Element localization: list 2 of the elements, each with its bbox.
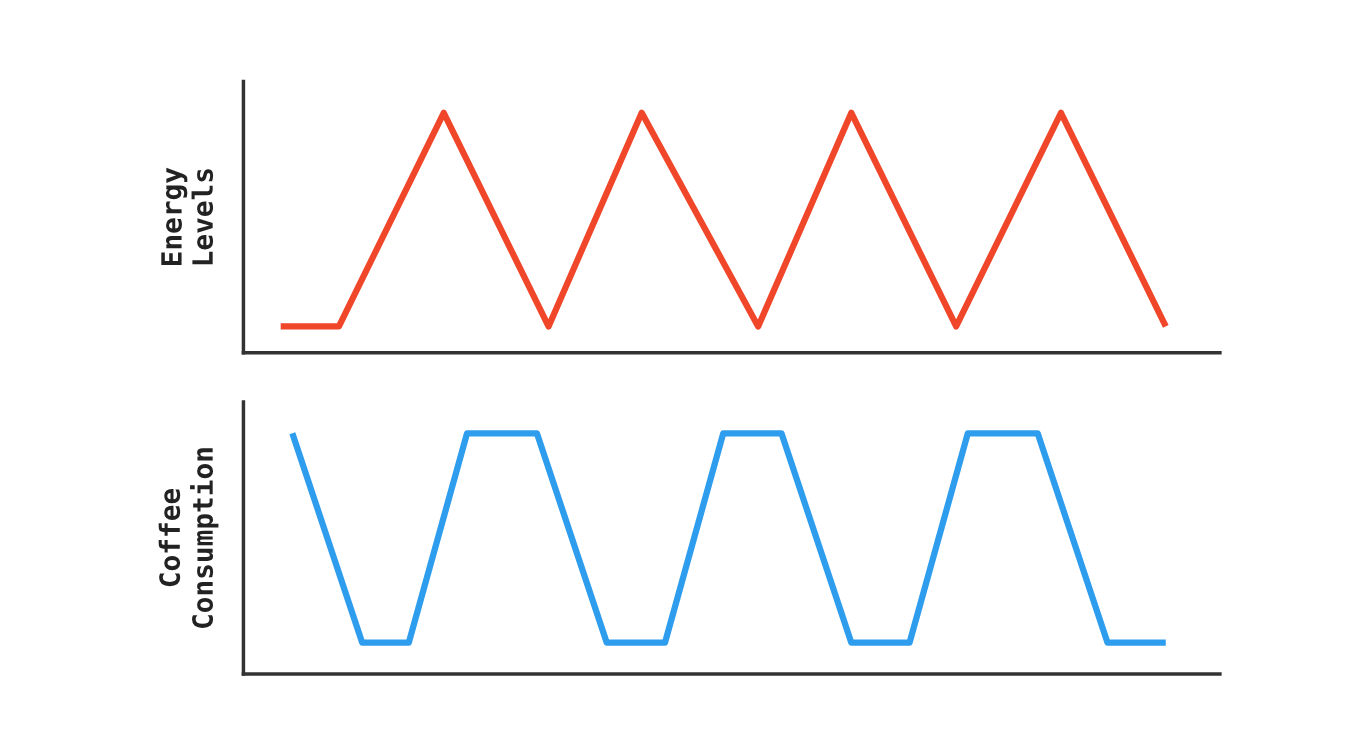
y-axis-title: Energy Levels [161,167,214,266]
y-axis-title: Coffee Consumption [158,448,219,628]
